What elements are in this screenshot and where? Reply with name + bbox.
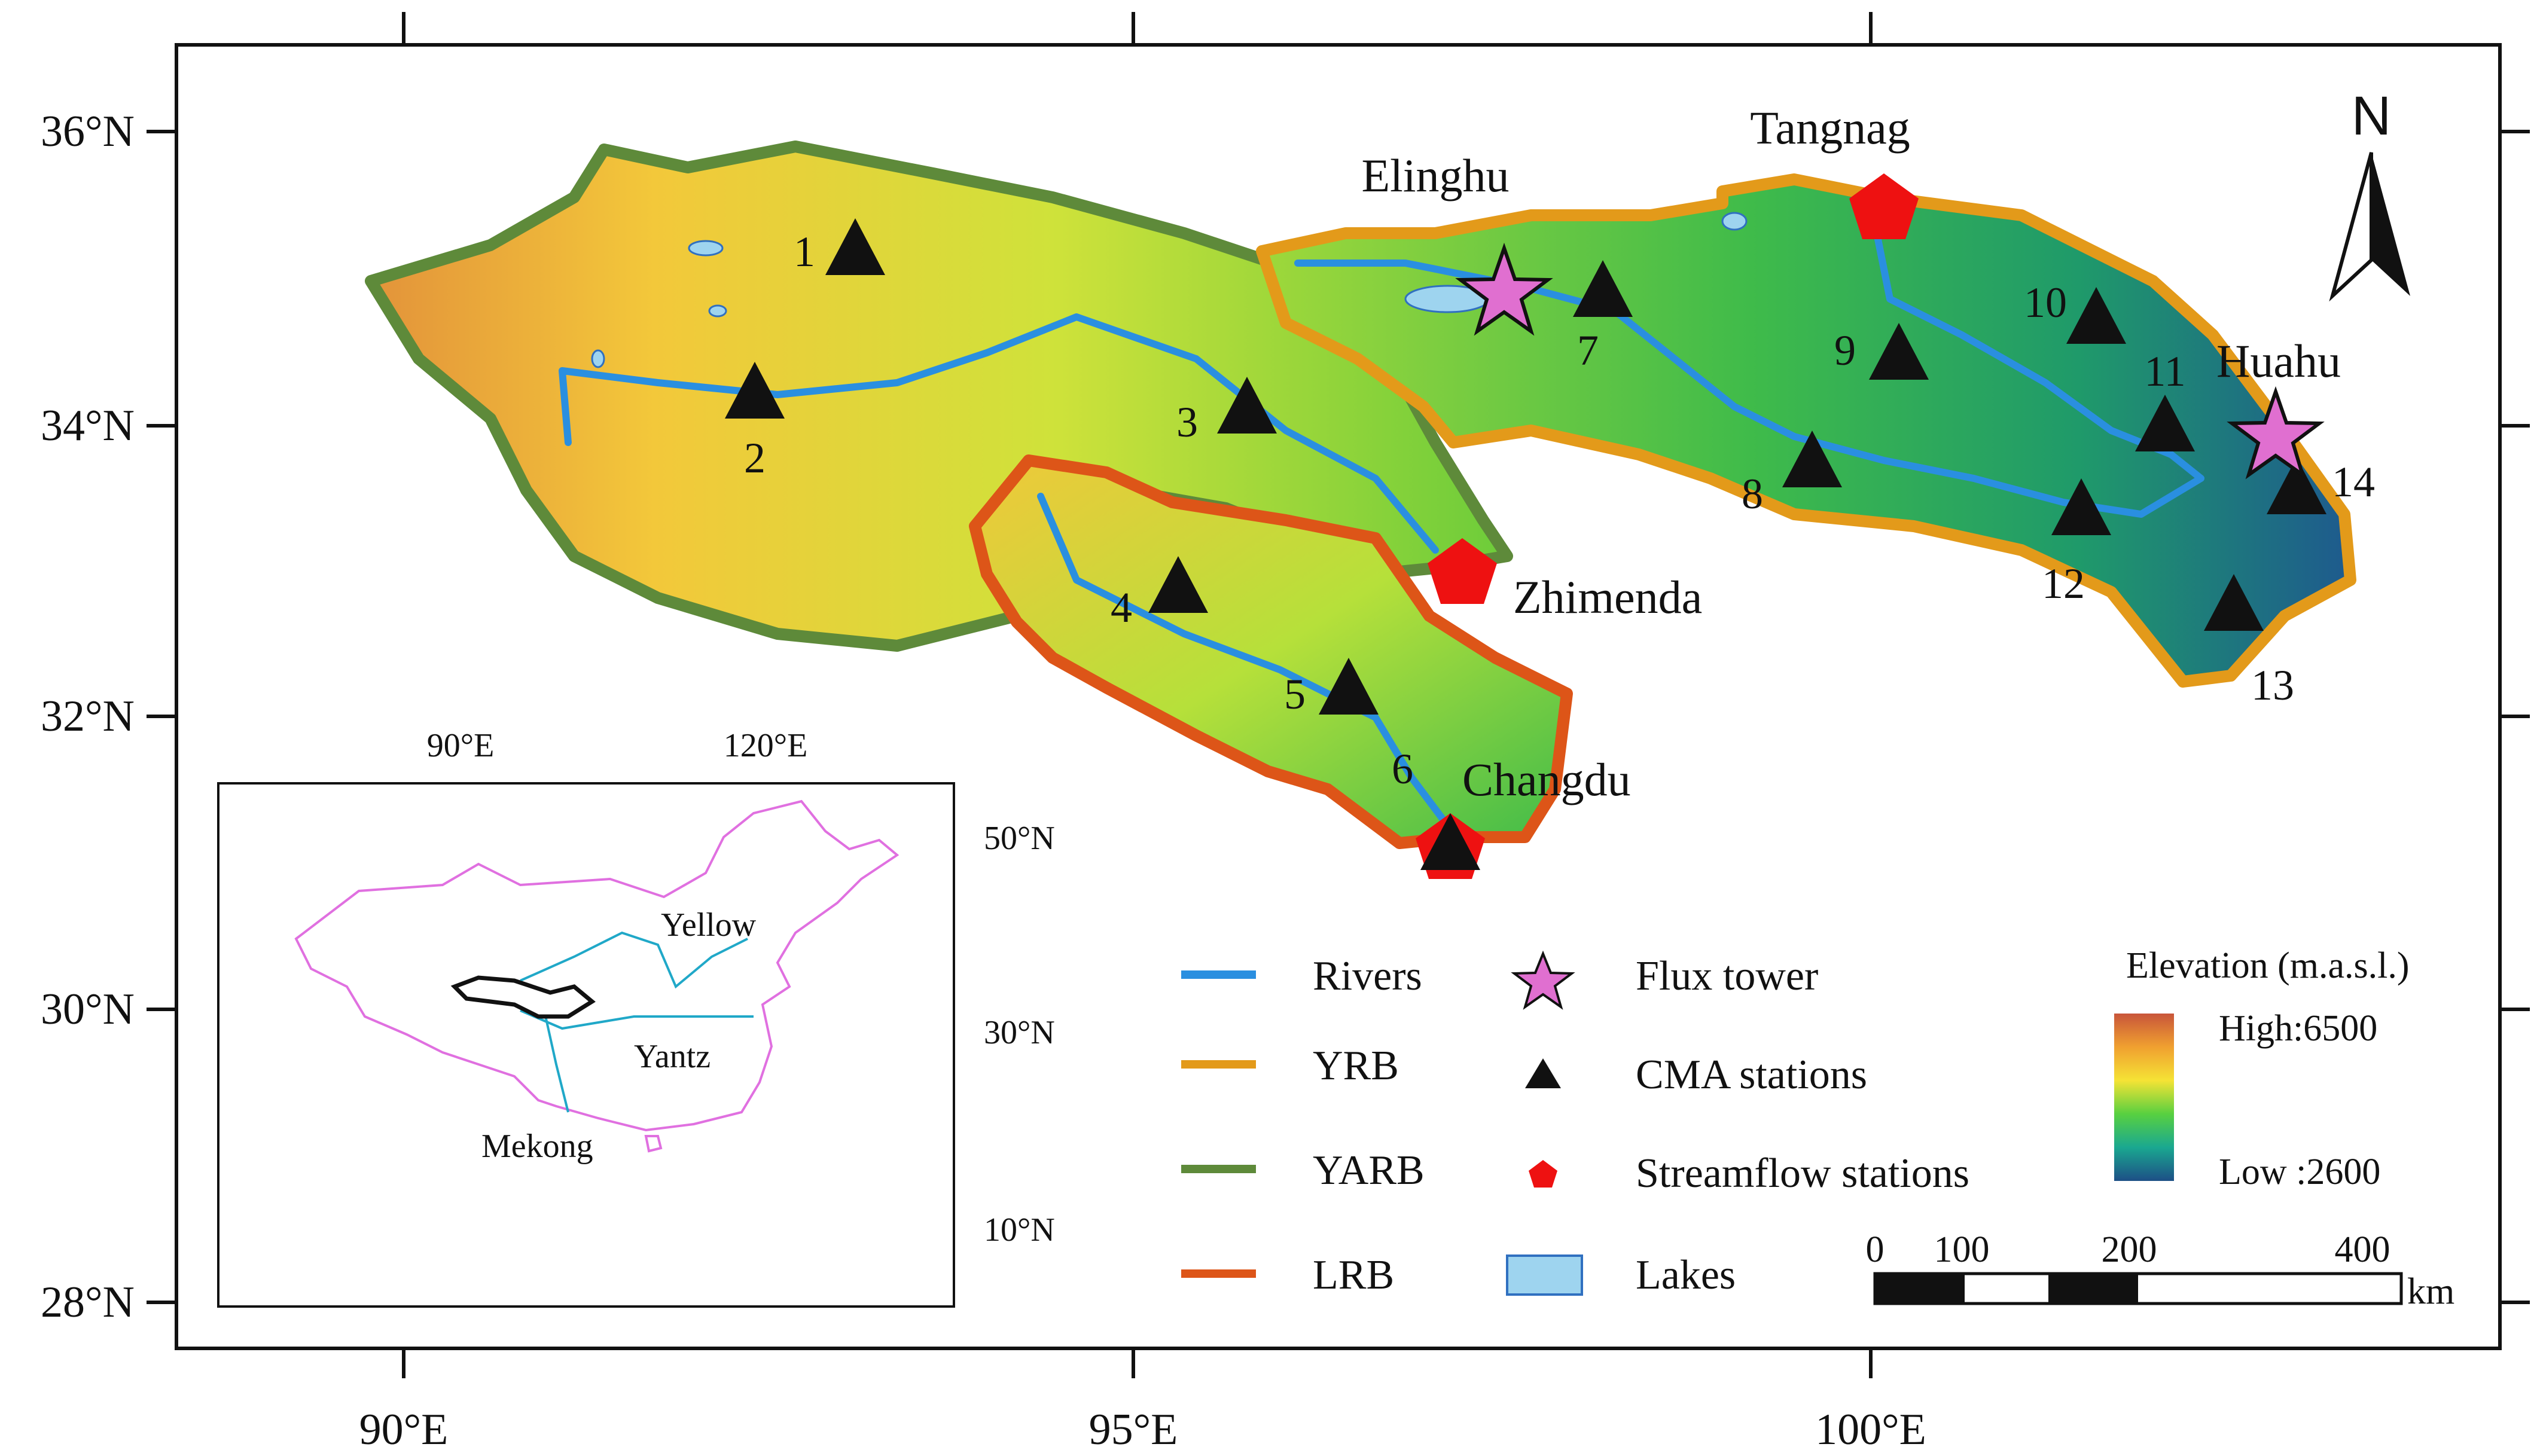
x-tick-95e: 95°E	[1089, 1405, 1178, 1454]
inset-label-yellow: Yellow	[661, 906, 757, 944]
scale-label-0: 0	[1866, 1229, 1885, 1270]
station-14	[2267, 457, 2326, 514]
legend-label-streamflow: Streamflow stations	[1636, 1150, 1969, 1196]
label-zhimenda: Zhimenda	[1513, 571, 1702, 623]
label-huahu: Huahu	[2216, 335, 2341, 387]
y-tick-32n: 32°N	[41, 692, 135, 741]
inset-river-yellow	[520, 931, 748, 989]
inset-frame	[217, 782, 955, 1308]
scale-label-100: 100	[1934, 1229, 1990, 1270]
flux-elinghu	[1455, 242, 1553, 336]
frame-ticks	[147, 12, 2530, 1378]
legend-elevation-ramp	[2114, 1014, 2174, 1181]
scale-label-200: 200	[2102, 1229, 2157, 1270]
legend-label-lrb: LRB	[1313, 1252, 1394, 1298]
station-9	[1869, 323, 1929, 380]
inset-x-tick-90e: 90°E	[427, 727, 495, 764]
inset-river-mekong	[543, 1010, 569, 1113]
station-label-6: 6	[1392, 745, 1413, 793]
legend-swatch-flux	[1511, 950, 1575, 1010]
station-label-13: 13	[2251, 661, 2294, 709]
legend-label-yarb: YARB	[1313, 1147, 1425, 1194]
inset-study-area	[450, 975, 596, 1019]
station-5	[1319, 658, 1379, 715]
legend-label-flux: Flux tower	[1636, 953, 1818, 999]
legend-elevation-title: Elevation (m.a.s.l.)	[2126, 945, 2409, 986]
station-13	[2204, 574, 2264, 631]
station-8	[1782, 431, 1842, 487]
y-tick-34n: 34°N	[41, 401, 135, 450]
yrb-basin	[1256, 173, 2356, 688]
station-label-9: 9	[1834, 326, 1856, 374]
north-arrow: N	[2329, 86, 2410, 302]
station-label-5: 5	[1284, 670, 1306, 718]
inset-label-yantz: Yantz	[634, 1038, 711, 1075]
station-label-4: 4	[1111, 584, 1132, 631]
station-1	[825, 218, 885, 275]
label-changdu: Changdu	[1462, 753, 1631, 805]
flux-towers	[1455, 242, 2325, 480]
inset-x-tick-120e: 120°E	[724, 727, 808, 764]
legend-label-cma: CMA stations	[1636, 1052, 1867, 1098]
streamflow-tangnag	[1849, 173, 1919, 239]
flux-huahu	[2227, 386, 2325, 480]
station-label-8: 8	[1742, 470, 1763, 518]
lakes	[591, 212, 1748, 368]
station-10	[2066, 287, 2126, 344]
station-4	[1148, 556, 1208, 613]
inset-label-mekong: Mekong	[481, 1128, 593, 1165]
station-2	[725, 362, 785, 419]
inset-y-tick-30n: 30°N	[984, 1014, 1055, 1051]
legend-elevation-low: Low :2600	[2219, 1152, 2380, 1192]
station-label-7: 7	[1577, 326, 1599, 374]
inset-y-tick-10n: 10°N	[984, 1211, 1055, 1249]
x-tick-100e: 100°E	[1815, 1405, 1926, 1454]
china-outline	[294, 799, 899, 1132]
y-tick-28n: 28°N	[41, 1278, 135, 1327]
hainan-outline	[644, 1135, 663, 1153]
scale-unit: km	[2407, 1271, 2454, 1312]
station-label-14: 14	[2332, 458, 2375, 506]
station-6	[1420, 813, 1480, 870]
legend-label-lakes: Lakes	[1636, 1252, 1736, 1298]
station-label-12: 12	[2042, 560, 2085, 608]
legend: Rivers YRB YARB LRB Flux tower CMA stati…	[1181, 945, 2409, 1298]
inset-map: 90°E 120°E 50°N 30°N 10°N Yellow Yantz M…	[217, 727, 1055, 1308]
x-tick-90e: 90°E	[359, 1405, 449, 1454]
station-11	[2135, 395, 2195, 451]
lrb-basin	[969, 454, 1573, 849]
inset-y-tick-50n: 50°N	[984, 820, 1055, 857]
label-tangnag: Tangnag	[1750, 102, 1910, 154]
station-3	[1217, 377, 1277, 434]
station-label-1: 1	[794, 228, 815, 276]
legend-swatch-cma	[1525, 1058, 1561, 1088]
station-label-10: 10	[2024, 279, 2067, 326]
legend-elevation-high: High:6500	[2219, 1008, 2377, 1049]
scale-bar: 0 100 200 400 km	[1866, 1229, 2455, 1312]
station-label-11: 11	[2144, 347, 2185, 395]
y-tick-36n: 36°N	[41, 107, 135, 156]
station-label-3: 3	[1176, 398, 1198, 446]
legend-label-yrb: YRB	[1313, 1043, 1399, 1089]
scale-label-400: 400	[2335, 1229, 2390, 1270]
legend-swatch-lakes	[1506, 1254, 1583, 1296]
streamflow-zhimenda	[1428, 538, 1497, 604]
station-12	[2051, 478, 2111, 535]
y-tick-30n: 30°N	[41, 985, 135, 1034]
cma-stations	[725, 218, 2326, 870]
station-7	[1573, 260, 1633, 317]
legend-swatch-streamflow	[1529, 1160, 1557, 1188]
legend-label-rivers: Rivers	[1313, 953, 1422, 999]
inset-river-yangtze	[520, 1009, 754, 1030]
label-elinghu: Elinghu	[1362, 149, 1510, 202]
station-label-2: 2	[744, 434, 766, 482]
north-arrow-label: N	[2352, 86, 2391, 146]
